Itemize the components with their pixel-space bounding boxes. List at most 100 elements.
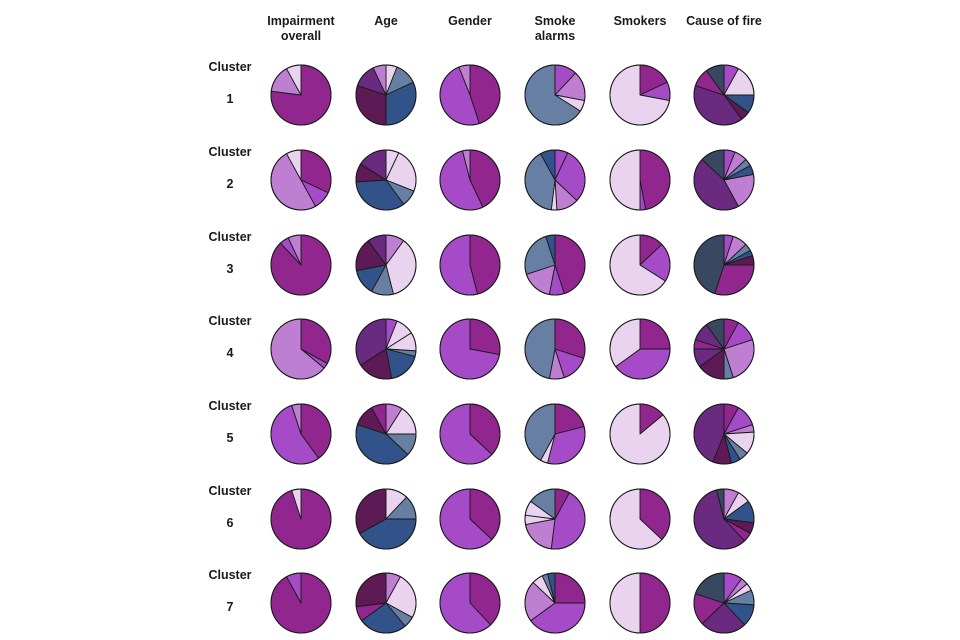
pie-chart: [524, 403, 586, 465]
pie-outline: [355, 572, 417, 634]
row-number: 4: [227, 346, 234, 360]
pie-chart: [524, 64, 586, 126]
pie-slice: [639, 149, 671, 210]
pie-outline: [439, 64, 501, 126]
row-number: 5: [227, 431, 234, 445]
pie-chart: [439, 149, 501, 211]
pie-chart: [439, 488, 501, 550]
pie-outline: [355, 318, 417, 380]
row-number: 2: [227, 177, 234, 191]
pie-chart: [524, 234, 586, 296]
pie-chart: [355, 488, 417, 550]
pie-outline: [270, 318, 332, 380]
pie-slice: [639, 572, 671, 634]
pie-outline: [609, 149, 671, 211]
row-label: Cluster: [208, 399, 251, 413]
pie-chart: [270, 149, 332, 211]
pie-outline: [693, 64, 755, 126]
pie-outline: [355, 149, 417, 211]
pie-outline: [693, 149, 755, 211]
row-number: 6: [227, 516, 234, 530]
column-header-line: Smokers: [614, 14, 667, 28]
pie-outline: [524, 318, 586, 380]
pie-chart: [355, 318, 417, 380]
pie-outline: [439, 572, 501, 634]
pie-chart: [693, 488, 755, 550]
pie-chart: [270, 318, 332, 380]
pie-outline: [439, 149, 501, 211]
pie-outline: [524, 572, 586, 634]
pie-chart: [524, 488, 586, 550]
pie-outline: [355, 488, 417, 550]
row-label: Cluster: [208, 314, 251, 328]
column-header-line: Cause of fire: [686, 14, 762, 28]
pie-chart: [439, 234, 501, 296]
pie-chart: [693, 234, 755, 296]
row-label: Cluster: [208, 484, 251, 498]
pie-chart: [609, 318, 671, 380]
pie-slice: [355, 572, 387, 608]
pie-chart: [609, 488, 671, 550]
pie-chart: [609, 149, 671, 211]
column-header-line: Impairment: [267, 14, 335, 28]
pie-matrix: [270, 64, 755, 634]
column-header-line: alarms: [535, 29, 575, 43]
pie-chart: [693, 318, 755, 380]
column-header: Impairment overall: [267, 14, 335, 43]
pie-chart: [270, 488, 332, 550]
pie-slice: [609, 572, 641, 634]
column-header: Cause of fire: [686, 14, 762, 28]
column-header-line: Age: [374, 14, 398, 28]
column-header-line: Smoke: [535, 14, 576, 28]
pie-outline: [270, 403, 332, 465]
pie-chart: [524, 318, 586, 380]
pie-outline: [524, 64, 586, 126]
column-header: Smokers: [614, 14, 667, 28]
pie-outline: [270, 572, 332, 634]
column-header-line: overall: [281, 29, 321, 43]
pie-outline: [609, 572, 671, 634]
pie-chart: [693, 64, 755, 126]
pie-outline: [609, 488, 671, 550]
pie-outline: [270, 64, 332, 126]
pie-outline: [439, 234, 501, 296]
row-number: 7: [227, 600, 234, 614]
pie-outline: [609, 403, 671, 465]
pie-chart: [609, 403, 671, 465]
pie-chart: [609, 234, 671, 296]
pie-chart: [270, 403, 332, 465]
pie-outline: [524, 149, 586, 211]
pie-outline: [439, 318, 501, 380]
pie-chart: [439, 318, 501, 380]
row-number: 3: [227, 262, 234, 276]
pie-chart: [524, 149, 586, 211]
pie-outline: [693, 572, 755, 634]
pie-outline: [270, 234, 332, 296]
row-label: Cluster: [208, 60, 251, 74]
pie-chart: [693, 403, 755, 465]
column-header: Age: [374, 14, 398, 28]
pie-outline: [355, 403, 417, 465]
pie-chart: [355, 572, 417, 634]
pie-chart: [693, 149, 755, 211]
pie-chart: [439, 64, 501, 126]
row-number: 1: [227, 92, 234, 106]
column-header: Gender: [448, 14, 492, 28]
pie-outline: [693, 318, 755, 380]
pie-chart: [609, 572, 671, 634]
pie-outline: [355, 234, 417, 296]
pie-slice: [469, 318, 501, 356]
row-label: Cluster: [208, 145, 251, 159]
pie-outline: [270, 149, 332, 211]
pie-chart: [270, 572, 332, 634]
pie-outline: [439, 488, 501, 550]
pie-chart: [355, 403, 417, 465]
pie-outline: [439, 403, 501, 465]
row-labels: Cluster 1 Cluster 2 Cluster 3 Cluster 4 Cluster 5…: [208, 60, 251, 614]
pie-outline: [355, 64, 417, 126]
row-label: Cluster: [208, 568, 251, 582]
column-header: Smoke alarms: [535, 14, 576, 43]
pie-outline: [270, 488, 332, 550]
